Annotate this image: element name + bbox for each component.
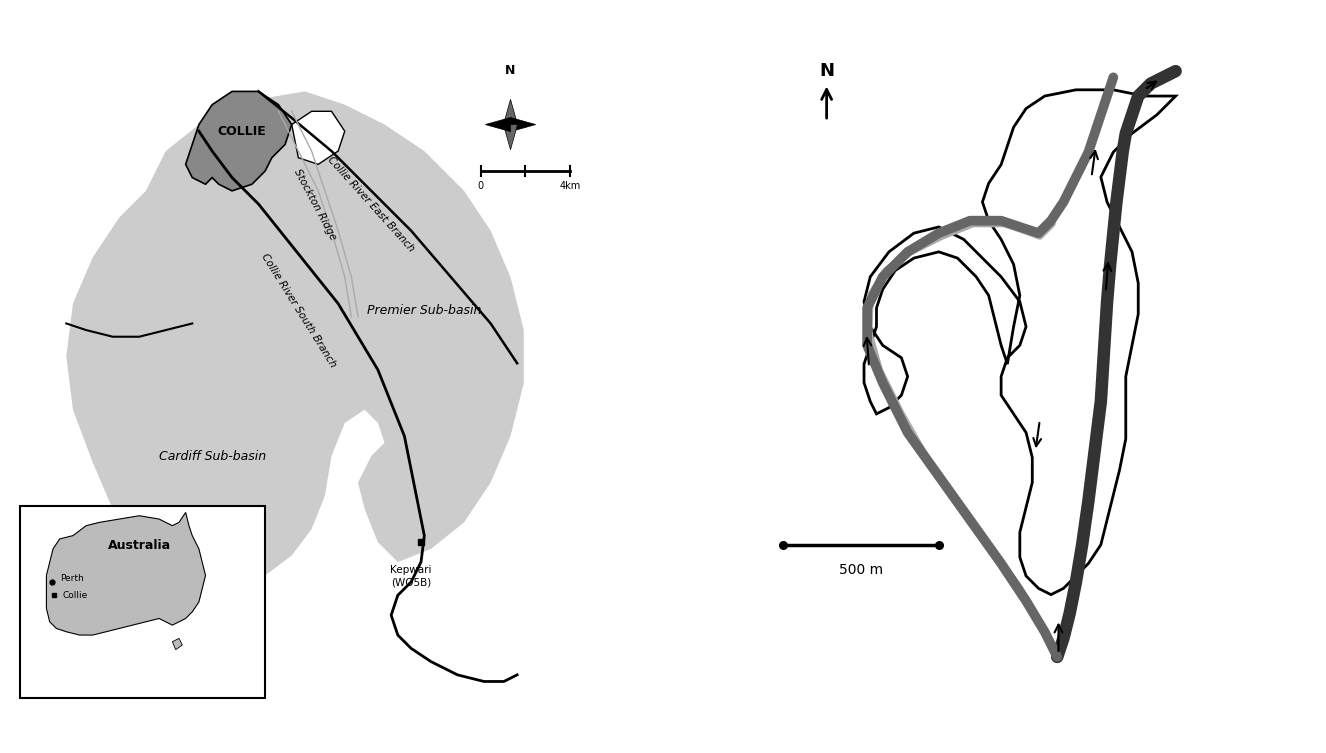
Polygon shape	[66, 91, 524, 589]
Text: N: N	[505, 65, 516, 78]
Text: Kepwari
(WO5B): Kepwari (WO5B)	[390, 566, 432, 587]
Polygon shape	[865, 90, 1176, 595]
Text: 500 m: 500 m	[839, 563, 883, 578]
Polygon shape	[172, 639, 182, 650]
Polygon shape	[292, 111, 345, 164]
Text: Stockton Ridge: Stockton Ridge	[292, 167, 338, 242]
Text: 4km: 4km	[560, 181, 581, 191]
Polygon shape	[504, 124, 517, 150]
Bar	[20, 506, 265, 698]
Text: Australia: Australia	[107, 539, 171, 552]
Polygon shape	[511, 117, 536, 132]
Text: Collie: Collie	[62, 591, 88, 600]
Text: Collie River East Branch: Collie River East Branch	[326, 154, 416, 254]
Polygon shape	[186, 91, 292, 191]
Text: Perth: Perth	[60, 575, 84, 584]
Text: Premier Sub-basin: Premier Sub-basin	[367, 303, 481, 317]
Text: Collie River South Branch: Collie River South Branch	[259, 252, 338, 369]
Polygon shape	[504, 99, 517, 124]
Text: COLLIE: COLLIE	[217, 125, 267, 138]
Text: N: N	[819, 62, 834, 81]
Polygon shape	[485, 117, 511, 132]
Text: Cardiff Sub-basin: Cardiff Sub-basin	[159, 450, 265, 462]
Text: 0: 0	[477, 181, 484, 191]
Polygon shape	[46, 512, 206, 635]
